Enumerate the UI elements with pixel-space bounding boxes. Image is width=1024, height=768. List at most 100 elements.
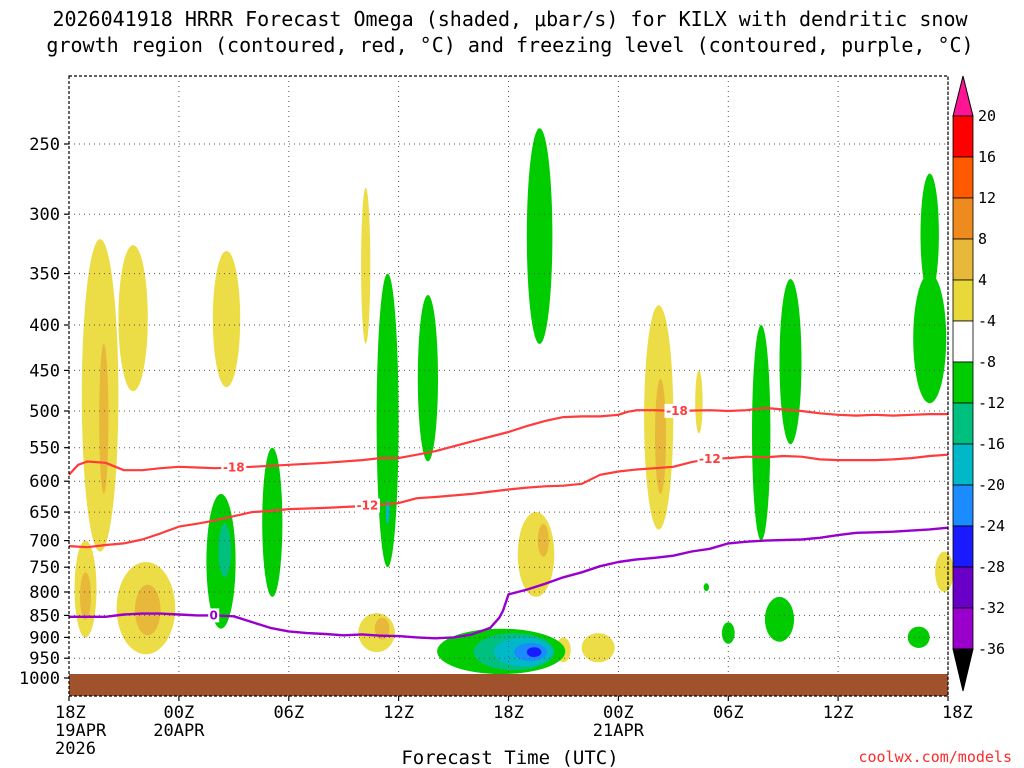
colorbar-segment xyxy=(952,361,974,404)
colorbar-label: -20 xyxy=(978,476,1005,494)
x-axis-title: Forecast Time (UTC) xyxy=(401,747,618,768)
isotherm-minus12-label: -12 xyxy=(699,452,721,466)
colorbar-segment xyxy=(952,484,974,527)
colorbar-label: -24 xyxy=(978,517,1005,535)
colorbar-label: -36 xyxy=(978,640,1005,658)
colorbar-segment xyxy=(952,443,974,486)
colorbar-label: 4 xyxy=(978,271,987,289)
colorbar-label: -28 xyxy=(978,558,1005,576)
omega-shading-cell xyxy=(655,378,666,494)
omega-shading-cell xyxy=(361,187,371,344)
x-tick-label: 21APR xyxy=(593,721,645,741)
omega-shading-cell xyxy=(764,596,795,642)
isotherm-minus12-label: -12 xyxy=(357,499,379,513)
colorbar-label: -8 xyxy=(978,353,996,371)
omega-shading-cell xyxy=(218,523,232,578)
omega-shading-cell xyxy=(779,279,802,445)
colorbar-segment xyxy=(952,115,974,158)
y-tick-label: 800 xyxy=(29,583,60,603)
omega-shading-cell xyxy=(913,273,947,404)
x-tick-label: 18Z xyxy=(942,703,973,723)
isotherm-minus18-label: -18 xyxy=(223,461,245,475)
colorbar-segment xyxy=(952,279,974,322)
colorbar-segment xyxy=(952,197,974,240)
x-tick-label: 19APR xyxy=(55,721,107,741)
isotherm-minus12-label-background xyxy=(355,498,380,513)
x-tick-label: 12Z xyxy=(823,703,854,723)
omega-shading-cell xyxy=(695,370,703,434)
isotherm-minus18-label-background xyxy=(664,403,690,418)
omega-shading-cell xyxy=(517,512,555,597)
y-tick-label: 950 xyxy=(29,649,60,669)
colorbar-segment xyxy=(952,238,974,281)
omega-shading-layer xyxy=(74,128,954,675)
colorbar-segment xyxy=(952,566,974,609)
y-tick-label: 600 xyxy=(29,472,60,492)
freezing-level-label: 0 xyxy=(210,608,218,622)
y-axis-ticks: 2503003504004505005506006507007508008509… xyxy=(19,135,69,689)
y-tick-label: 700 xyxy=(29,532,60,552)
y-tick-label: 450 xyxy=(29,361,60,381)
x-tick-label: 18Z xyxy=(493,703,524,723)
contour-layer: -18 -18 -12 -12 0 xyxy=(68,403,949,640)
omega-shading-cell xyxy=(752,325,771,541)
y-tick-label: 350 xyxy=(29,265,60,285)
isotherm-minus12-line xyxy=(68,453,949,549)
freezing-level-line xyxy=(69,526,949,640)
y-tick-label: 550 xyxy=(29,439,60,459)
x-tick-label: 00Z xyxy=(164,703,195,723)
omega-shading-cell xyxy=(526,647,542,657)
colorbar-label: 12 xyxy=(978,189,996,207)
colorbar-label: 16 xyxy=(978,148,996,166)
isotherm-minus18-line xyxy=(68,406,948,476)
x-tick-label: 06Z xyxy=(273,703,304,723)
isotherm-minus18-label-background xyxy=(221,460,247,475)
colorbar: 20 16 12 8 4 -4 -8 -12 -16 -20 -24 -28 -32 -36 xyxy=(952,75,1005,692)
omega-shading-cell xyxy=(526,128,553,344)
y-tick-label: 850 xyxy=(29,606,60,626)
chart-title-line-2: growth region (contoured, red, °C) and f… xyxy=(46,33,973,57)
colorbar-label: -4 xyxy=(978,312,996,330)
plot-frame xyxy=(68,75,949,697)
omega-shading-cell xyxy=(417,295,438,462)
colorbar-top-arrow xyxy=(952,75,974,117)
colorbar-segment xyxy=(952,607,974,650)
omega-shading-cell xyxy=(907,626,930,648)
colorbar-bottom-arrow xyxy=(952,648,974,692)
omega-shading-cell xyxy=(212,251,241,388)
ground-surface-band xyxy=(69,674,948,696)
freezing-level-label-background xyxy=(208,608,220,623)
omega-shading-cell xyxy=(118,245,148,392)
omega-shading-cell xyxy=(537,523,549,557)
colorbar-label: 8 xyxy=(978,230,987,248)
colorbar-label: -12 xyxy=(978,394,1005,412)
colorbar-segment xyxy=(952,525,974,568)
y-tick-label: 250 xyxy=(29,135,60,155)
omega-shading-cell xyxy=(99,343,109,494)
omega-shading-cell xyxy=(920,173,939,295)
y-tick-label: 400 xyxy=(29,316,60,336)
omega-shading-cell xyxy=(721,622,735,644)
credit-watermark: coolwx.com/models xyxy=(858,748,1012,766)
x-tick-label: 2026 xyxy=(55,739,96,759)
y-tick-label: 500 xyxy=(29,402,60,422)
omega-shading-cell xyxy=(80,572,91,620)
colorbar-label: -16 xyxy=(978,435,1005,453)
omega-shading-cell xyxy=(262,447,283,597)
y-tick-label: 650 xyxy=(29,503,60,523)
x-tick-label: 06Z xyxy=(713,703,744,723)
isotherm-minus12-label-background xyxy=(697,451,723,466)
x-tick-label: 00Z xyxy=(603,703,634,723)
x-tick-label: 12Z xyxy=(383,703,414,723)
omega-shading-cell xyxy=(385,500,390,524)
omega-shading-cell xyxy=(134,584,161,636)
omega-shading-cell xyxy=(935,551,954,593)
colorbar-label: 20 xyxy=(978,107,996,125)
y-tick-label: 750 xyxy=(29,558,60,578)
x-tick-label: 18Z xyxy=(55,703,86,723)
colorbar-segment xyxy=(952,320,974,363)
chart-title-line-1: 2026041918 HRRR Forecast Omega (shaded, … xyxy=(52,7,968,31)
omega-shading-cell xyxy=(703,583,709,592)
